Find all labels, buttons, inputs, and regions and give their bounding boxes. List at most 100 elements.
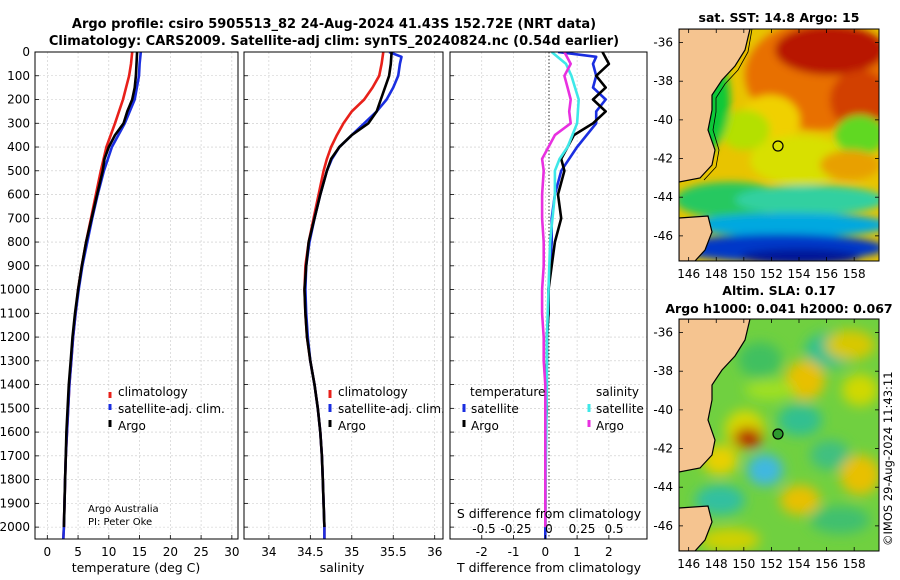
credit-line2: PI: Peter Oke — [88, 517, 152, 528]
s-tick-label: 0.5 — [604, 522, 623, 536]
imos-watermark: ©IMOS 29-Aug-2024 11:43:11 — [881, 371, 895, 546]
depth-tick-label: 800 — [7, 235, 30, 249]
lat-tick-label: -40 — [653, 403, 673, 417]
depth-tick-label: 400 — [7, 140, 30, 154]
legend-climatology: climatology — [118, 385, 188, 399]
depth-tick-label: 1800 — [0, 473, 30, 487]
depth-tick-label: 600 — [7, 188, 30, 202]
depth-tick-label: 1200 — [0, 330, 30, 344]
depth-tick-label: 1600 — [0, 425, 30, 439]
sst-map: sat. SST: 14.8 Argo: 15 — [653, 10, 880, 281]
sla-map-title: Altim. SLA: 0.17 — [722, 283, 835, 298]
x-tick-label: 15 — [132, 545, 147, 559]
depth-tick-label: 1300 — [0, 354, 30, 368]
x-tick-label: -1 — [508, 545, 520, 559]
x-tick-label: 34.5 — [297, 545, 324, 559]
x-tick-label: 34 — [261, 545, 276, 559]
depth-tick-label: 1100 — [0, 306, 30, 320]
lat-tick-label: -46 — [653, 229, 673, 243]
t-difference-xlabel: T difference from climatology — [456, 560, 642, 575]
depth-tick-label: 500 — [7, 164, 30, 178]
depth-axis: 0 100 200 300 400 500 600 700 800 900 1000 1100 1200… — [0, 45, 30, 534]
x-tick-label: 36 — [427, 545, 442, 559]
lon-tick-label: 148 — [705, 267, 728, 281]
s-tick-label: -0.25 — [500, 522, 531, 536]
lon-tick-label: 158 — [843, 267, 866, 281]
series-line-salinity-argo — [540, 52, 573, 528]
x-tick-label: 2 — [605, 545, 613, 559]
s-tick-label: -0.5 — [472, 522, 495, 536]
lon-tick-label: 150 — [732, 557, 755, 571]
lon-tick-label: 158 — [843, 557, 866, 571]
legend-temperature-argo: Argo — [471, 419, 499, 433]
legend-temperature-satellite: satellite — [471, 402, 519, 416]
lon-tick-label: 152 — [760, 557, 783, 571]
lat-tick-label: -44 — [653, 190, 673, 204]
argo-position-marker — [772, 140, 784, 152]
s-difference-label: S difference from climatology — [457, 506, 642, 521]
x-tick-label: 35 — [344, 545, 359, 559]
depth-tick-label: 1900 — [0, 496, 30, 510]
temperature-panel: 0 5 10 15 20 25 30 temperature (deg C) climato… — [34, 51, 239, 575]
depth-tick-label: 1400 — [0, 378, 30, 392]
depth-tick-label: 200 — [7, 93, 30, 107]
lat-tick-label: -42 — [653, 442, 673, 456]
series-line-argo — [303, 52, 393, 528]
legend-argo: Argo — [338, 419, 366, 433]
x-tick-label: 0 — [542, 545, 550, 559]
sla-map: Altim. SLA: 0.17 Argo h1000: 0.041 h2000… — [653, 283, 892, 571]
legend-climatology: climatology — [338, 385, 408, 399]
lat-tick-label: -38 — [653, 74, 673, 88]
salinity-panel: 34 34.5 35 35.5 36 salinity climatology sate… — [243, 51, 445, 575]
depth-tick-label: 900 — [7, 259, 30, 273]
difference-panel: -2 -1 0 1 2 T difference from climatology S … — [449, 51, 648, 575]
lon-tick-label: 146 — [677, 557, 700, 571]
depth-tick-label: 1500 — [0, 401, 30, 415]
depth-tick-label: 1000 — [0, 283, 30, 297]
lon-tick-label: 156 — [815, 557, 838, 571]
temperature-legend: climatology satellite-adj. clim. Argo — [108, 385, 225, 433]
sla-field — [695, 330, 879, 551]
depth-tick-label: 700 — [7, 211, 30, 225]
x-tick-label: 20 — [163, 545, 178, 559]
s-tick-label: 0 — [545, 522, 553, 536]
legend-title-salinity: salinity — [596, 385, 639, 399]
land-mainland — [679, 29, 751, 183]
x-tick-label: 30 — [224, 545, 239, 559]
lon-tick-label: 152 — [760, 267, 783, 281]
lon-tick-label: 150 — [732, 267, 755, 281]
x-tick-label: 10 — [101, 545, 116, 559]
legend-salinity-satellite: satellite — [596, 402, 644, 416]
lon-tick-label: 154 — [788, 267, 811, 281]
lon-tick-label: 154 — [788, 557, 811, 571]
legend-salinity-argo: Argo — [596, 419, 624, 433]
lat-tick-label: -36 — [653, 36, 673, 50]
depth-tick-label: 1700 — [0, 449, 30, 463]
sst-map-title: sat. SST: 14.8 Argo: 15 — [699, 10, 860, 25]
land-tasmania — [679, 505, 713, 551]
salinity-legend: salinity satellite Argo — [587, 385, 644, 433]
lon-tick-label: 156 — [815, 267, 838, 281]
x-tick-label: -2 — [476, 545, 488, 559]
sla-map-subtitle: Argo h1000: 0.041 h2000: 0.067 — [665, 301, 892, 316]
legend-title-temperature: temperature — [470, 385, 545, 399]
legend-satellite-adj: satellite-adj. clim. — [118, 402, 225, 416]
depth-tick-label: 100 — [7, 69, 30, 83]
argo-position-marker — [772, 428, 784, 440]
lat-tick-label: -40 — [653, 113, 673, 127]
s-difference-ticks: -0.5 -0.25 0 0.25 0.5 — [472, 522, 623, 536]
lon-tick-label: 146 — [677, 267, 700, 281]
lat-tick-label: -36 — [653, 326, 673, 340]
depth-tick-label: 300 — [7, 116, 30, 130]
legend-satellite-adj: satellite-adj. clim. — [338, 402, 445, 416]
series-line-argo — [62, 52, 139, 528]
lat-tick-label: -42 — [653, 152, 673, 166]
depth-tick-label: 2000 — [0, 520, 30, 534]
x-tick-label: 0 — [43, 545, 51, 559]
temperature-xlabel: temperature (deg C) — [72, 560, 201, 575]
land-mainland — [679, 319, 751, 473]
land-tasmania — [679, 215, 713, 261]
legend-argo: Argo — [118, 419, 146, 433]
x-tick-label: 35.5 — [380, 545, 407, 559]
